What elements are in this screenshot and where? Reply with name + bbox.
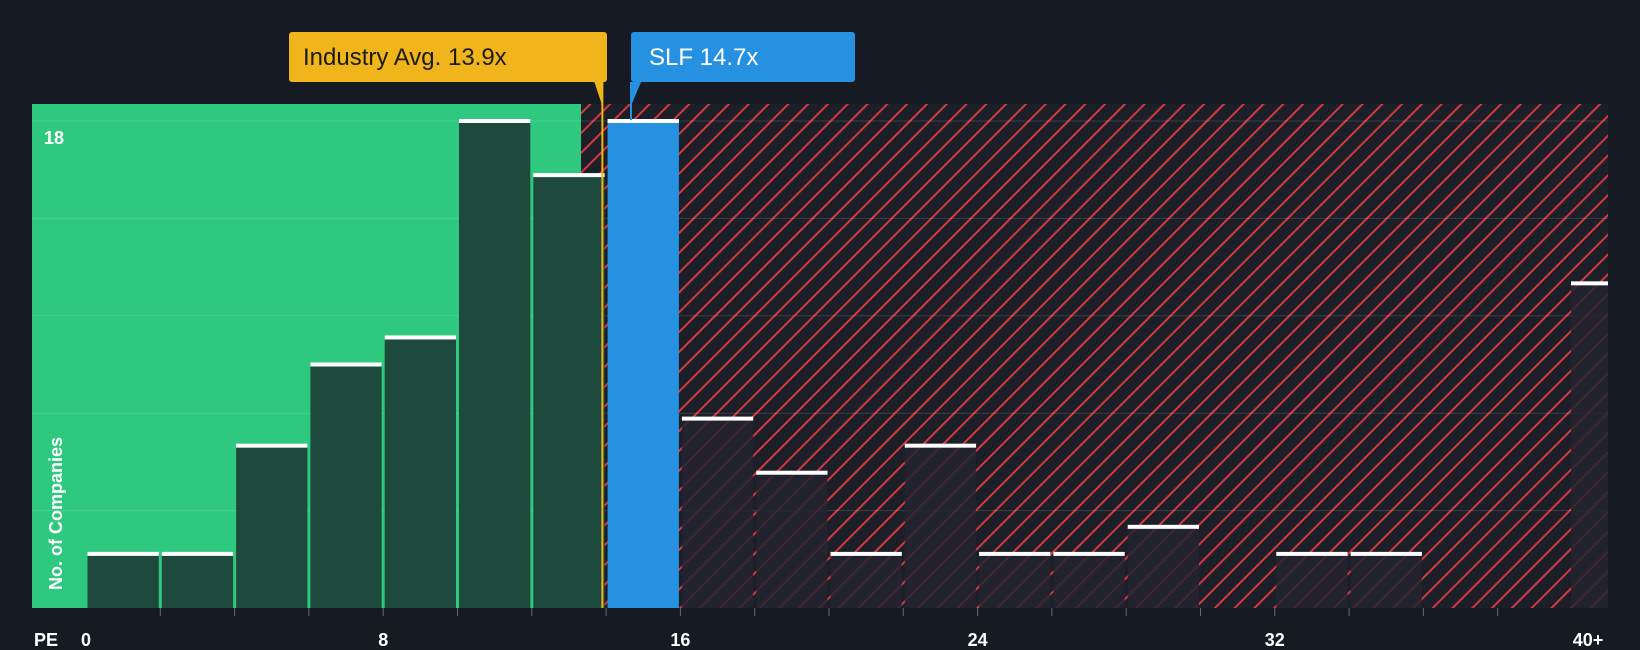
- bar-10: [830, 551, 902, 608]
- bar-7: [607, 119, 679, 608]
- bar-11: [904, 443, 977, 608]
- bar-14: [1127, 524, 1199, 608]
- bar-cap-8: [681, 416, 754, 421]
- industry-avg-pointer: [594, 82, 603, 106]
- y-tick-label: 18: [44, 128, 64, 148]
- bar-0: [87, 551, 159, 608]
- bar-16: [1276, 551, 1348, 608]
- bar-5: [459, 119, 531, 608]
- bar-cap-0: [87, 551, 159, 556]
- bar-cap-2: [236, 443, 308, 448]
- x-tick-3: 24: [968, 630, 988, 650]
- bar-rect-1: [161, 553, 234, 608]
- bar-1: [161, 551, 234, 608]
- bar-20: [1571, 281, 1608, 608]
- bar-rect-13: [1053, 553, 1125, 608]
- industry-avg-label: Industry Avg. 13.9x: [303, 44, 507, 71]
- bar-cap-11: [904, 443, 977, 448]
- bar-cap-16: [1276, 551, 1348, 556]
- bar-cap-1: [161, 551, 234, 556]
- bar-cap-5: [459, 119, 531, 123]
- gridlines: [32, 120, 1608, 512]
- bar-12: [979, 551, 1051, 608]
- company-label: SLF 14.7x: [649, 44, 758, 71]
- industry-avg-badge: [289, 32, 607, 82]
- bar-13: [1053, 551, 1125, 608]
- bar-rect-16: [1276, 553, 1348, 608]
- company-badge: [631, 32, 855, 82]
- bar-cap-12: [979, 551, 1051, 556]
- bar-9: [756, 470, 828, 608]
- bar-rect-6: [533, 175, 605, 608]
- bar-rect-9: [756, 472, 828, 608]
- bar-cap-7: [607, 119, 679, 123]
- bar-2: [236, 443, 308, 608]
- x-tick-labels: 0 8 16 24 32 40+: [81, 608, 1603, 650]
- bar-cap-10: [830, 551, 902, 556]
- bar-rect-10: [830, 553, 902, 608]
- company-callout: SLF 14.7x: [631, 32, 855, 82]
- x-tick-5: 40+: [1573, 630, 1604, 650]
- x-tick-0: 0: [81, 630, 91, 650]
- bar-cap-4: [384, 335, 456, 340]
- bars: [87, 119, 1608, 608]
- x-tick-2: 16: [670, 630, 690, 650]
- bar-rect-12: [979, 553, 1051, 608]
- bar-6: [533, 173, 605, 608]
- bar-rect-7: [607, 121, 679, 608]
- bar-17: [1350, 551, 1422, 608]
- bar-rect-4: [384, 337, 456, 608]
- bar-rect-3: [310, 364, 382, 608]
- bar-rect-2: [236, 445, 308, 608]
- company-pointer: [631, 82, 641, 106]
- bar-rect-17: [1350, 553, 1422, 608]
- industry-avg-callout: Industry Avg. 13.9x: [289, 32, 607, 82]
- bar-cap-17: [1350, 551, 1422, 556]
- bar-cap-9: [756, 470, 828, 475]
- x-tick-1: 8: [378, 630, 388, 650]
- bar-cap-3: [310, 362, 382, 367]
- bar-rect-0: [87, 553, 159, 608]
- x-axis-label: PE: [34, 630, 58, 650]
- bar-cap-6: [533, 173, 605, 178]
- bar-rect-11: [904, 445, 977, 608]
- bar-rect-5: [459, 121, 531, 608]
- bar-rect-8: [681, 418, 754, 608]
- bar-rect-20: [1571, 283, 1608, 608]
- x-tick-4: 32: [1265, 630, 1285, 650]
- bar-cap-20: [1571, 281, 1608, 286]
- markers: [594, 82, 641, 608]
- bar-3: [310, 362, 382, 608]
- bar-rect-14: [1127, 526, 1199, 608]
- bar-cap-14: [1127, 524, 1199, 529]
- bar-4: [384, 335, 456, 608]
- y-axis-label: No. of Companies: [46, 437, 66, 590]
- bar-cap-13: [1053, 551, 1125, 556]
- bar-8: [681, 416, 754, 608]
